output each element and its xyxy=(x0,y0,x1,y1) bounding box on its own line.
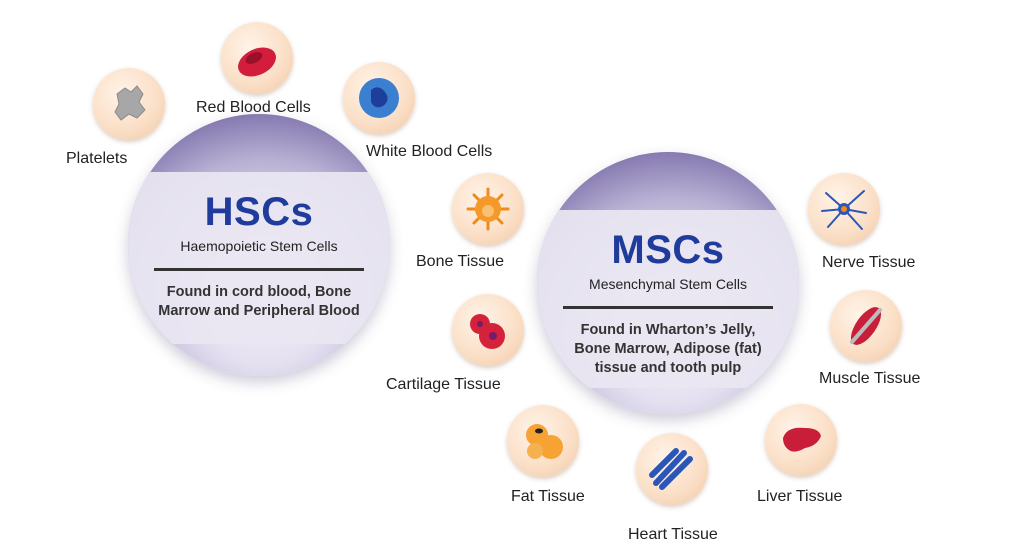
hsc-sphere: HSCs Haemopoietic Stem Cells Found in co… xyxy=(128,114,390,376)
msc-divider xyxy=(563,306,773,309)
cartilage-tissue-label: Cartilage Tissue xyxy=(386,376,501,393)
hsc-subtitle: Haemopoietic Stem Cells xyxy=(180,238,338,254)
heart-cell-icon xyxy=(636,433,708,505)
liver-tissue-label: Liver Tissue xyxy=(757,488,843,505)
hsc-label-band: HSCs Haemopoietic Stem Cells Found in co… xyxy=(128,172,390,344)
nerve-cell-icon xyxy=(808,173,880,245)
platelet-icon xyxy=(93,68,165,140)
liver-icon xyxy=(765,404,837,476)
nerve-tissue-label: Nerve Tissue xyxy=(822,254,916,271)
msc-label-band: MSCs Mesenchymal Stem Cells Found in Wha… xyxy=(537,210,799,388)
hsc-title: HSCs xyxy=(204,190,314,234)
bone-tissue-label: Bone Tissue xyxy=(416,253,505,270)
fat-cell-icon xyxy=(507,405,579,477)
hsc-description: Found in cord blood, Bone Marrow and Per… xyxy=(158,284,360,319)
red-blood-cell-icon xyxy=(221,22,293,94)
muscle-tissue-label: Muscle Tissue xyxy=(819,370,921,387)
msc-sphere: MSCs Mesenchymal Stem Cells Found in Wha… xyxy=(537,152,799,414)
heart-tissue-label: Heart Tissue xyxy=(628,526,718,543)
muscle-cell-icon xyxy=(830,290,902,362)
hsc-divider xyxy=(154,268,364,271)
white-blood-cells-label: White Blood Cells xyxy=(366,143,493,160)
fat-tissue-label: Fat Tissue xyxy=(511,488,585,505)
msc-description: Found in Wharton’s Jelly, Bone Marrow, A… xyxy=(574,322,762,376)
platelets-label: Platelets xyxy=(66,150,128,167)
msc-subtitle: Mesenchymal Stem Cells xyxy=(589,276,747,292)
msc-title: MSCs xyxy=(611,228,725,272)
red-blood-cells-label: Red Blood Cells xyxy=(196,99,311,116)
bone-cell-icon xyxy=(452,173,524,245)
white-blood-cell-icon xyxy=(343,62,415,134)
cartilage-cell-icon xyxy=(452,294,524,366)
